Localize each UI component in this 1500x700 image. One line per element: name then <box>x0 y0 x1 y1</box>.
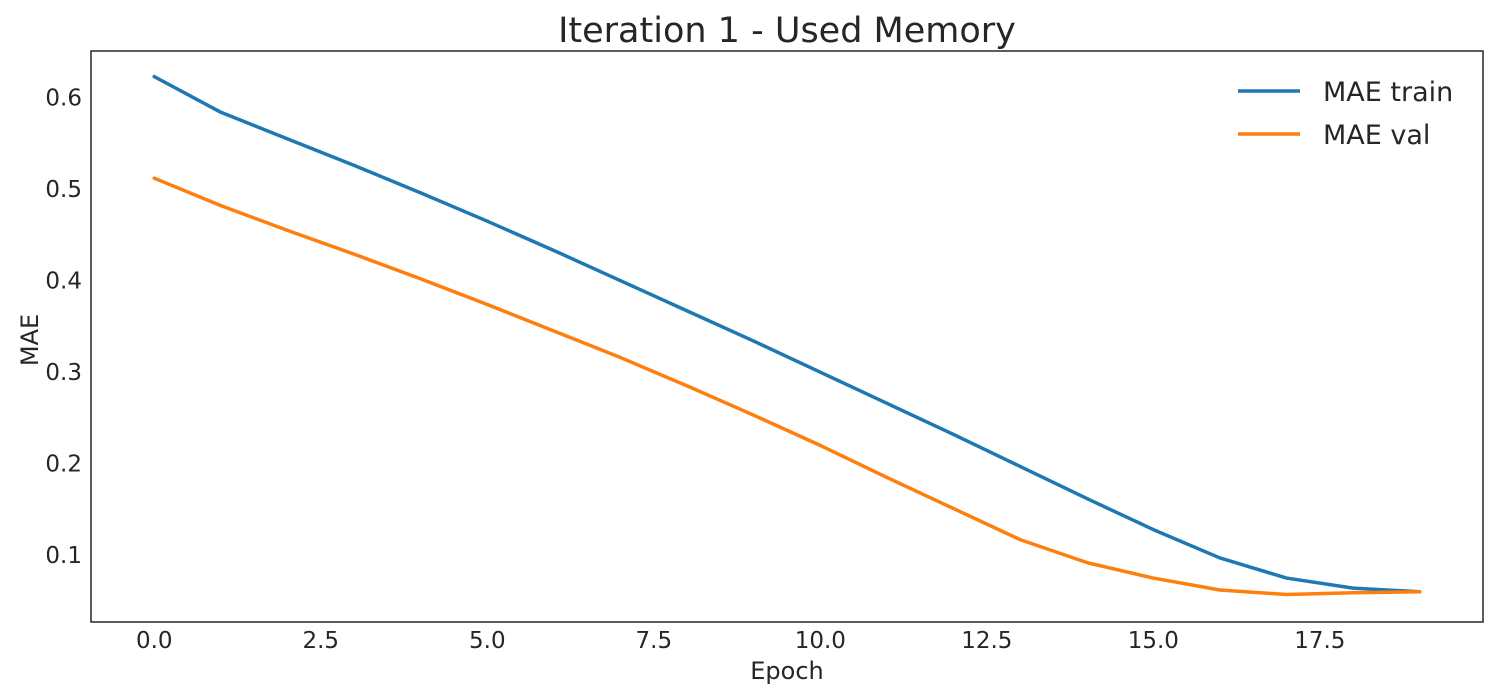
series-line-1 <box>152 74 1422 594</box>
series-1-point-18 <box>1351 586 1355 590</box>
series-1-point-7 <box>618 279 623 283</box>
series-2-point-19 <box>1418 590 1422 594</box>
x-tick-label: 12.5 <box>961 628 1012 654</box>
series-1-point-0 <box>152 75 156 79</box>
series-1-point-10 <box>818 370 822 374</box>
legend-label-1: MAE train <box>1323 77 1453 108</box>
series-1-point-16 <box>1218 556 1222 560</box>
x-tick-label: 7.5 <box>636 628 673 654</box>
y-axis-label: MAE <box>16 314 44 366</box>
y-tick-label: 0.4 <box>45 269 82 295</box>
series-2-point-8 <box>685 384 689 388</box>
x-axis-ticks: 0.0 2.5 5.0 7.5 10.0 12.5 15.0 17.5 <box>136 628 1345 654</box>
series-2-point-1 <box>219 204 223 208</box>
series-1-point-9 <box>752 339 756 343</box>
series-2-point-13 <box>1018 538 1022 542</box>
series-2-point-4 <box>419 277 423 281</box>
series-2-point-3 <box>352 252 356 256</box>
series-2-point-17 <box>1284 592 1289 597</box>
series-1-point-6 <box>552 248 556 253</box>
series-2-point-12 <box>951 506 956 511</box>
series-1-point-4 <box>419 191 423 195</box>
x-tick-label: 2.5 <box>302 628 339 654</box>
series-1-point-1 <box>219 110 223 114</box>
series-2-point-15 <box>1151 576 1155 580</box>
series-2-point-18 <box>1351 591 1355 595</box>
x-tick-label: 17.5 <box>1294 628 1345 654</box>
series-2-point-16 <box>1218 588 1222 592</box>
series-1-point-17 <box>1284 576 1289 580</box>
series-2-point-0 <box>152 176 156 180</box>
x-tick-label: 15.0 <box>1128 628 1179 654</box>
series-2-point-9 <box>752 413 756 417</box>
series-2-point-10 <box>818 443 822 447</box>
series-2-point-6 <box>552 329 556 333</box>
y-tick-label: 0.3 <box>45 360 82 386</box>
chart-title: Iteration 1 - Used Memory <box>558 11 1016 51</box>
series-1-point-5 <box>485 219 489 223</box>
series-layer <box>152 74 1422 597</box>
y-tick-label: 0.5 <box>45 177 82 203</box>
series-2-point-7 <box>618 355 623 360</box>
series-1-point-15 <box>1151 527 1155 532</box>
series-1-point-8 <box>685 309 689 313</box>
series-1-point-11 <box>885 401 889 405</box>
y-axis-ticks: 0.1 0.2 0.3 0.4 0.5 0.6 <box>45 86 82 570</box>
y-tick-label: 0.2 <box>45 452 82 478</box>
series-1-point-3 <box>352 163 356 167</box>
legend: MAE train MAE val <box>1238 77 1453 151</box>
x-tick-label: 10.0 <box>795 628 846 654</box>
series-2-point-14 <box>1085 560 1089 565</box>
series-1-point-14 <box>1085 496 1089 501</box>
x-tick-label: 0.0 <box>136 628 173 654</box>
x-tick-label: 5.0 <box>469 628 506 654</box>
series-2-point-11 <box>885 475 889 480</box>
series-1-point-13 <box>1018 464 1022 469</box>
legend-label-2: MAE val <box>1323 120 1430 151</box>
series-line-2 <box>152 176 1422 597</box>
series-2-point-2 <box>285 228 290 232</box>
series-1-point-12 <box>951 432 956 437</box>
y-tick-label: 0.1 <box>45 543 82 569</box>
y-tick-label: 0.6 <box>45 86 82 112</box>
series-1-point-2 <box>285 137 290 141</box>
series-2-point-5 <box>485 302 489 307</box>
x-axis-label: Epoch <box>750 657 824 685</box>
plot-area-frame <box>90 50 1484 623</box>
